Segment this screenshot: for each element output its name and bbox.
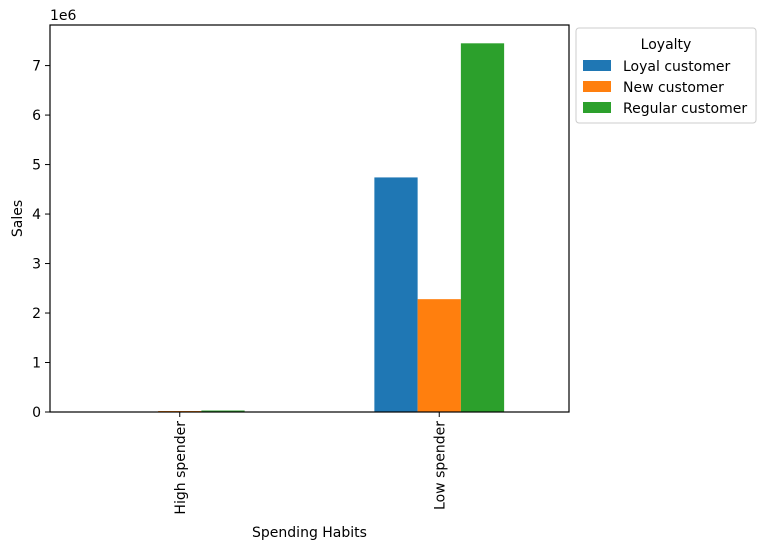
bar-new-customer bbox=[417, 299, 461, 412]
x-tick-label: High spender bbox=[173, 421, 189, 515]
legend-swatch bbox=[583, 81, 611, 92]
legend-label: Loyal customer bbox=[623, 59, 730, 75]
y-tick-label: 3 bbox=[32, 257, 41, 273]
legend-label: Regular customer bbox=[623, 101, 747, 117]
y-axis-label: Sales bbox=[10, 200, 26, 237]
bar-regular-customer bbox=[460, 43, 505, 413]
bar-regular-customer bbox=[201, 410, 245, 412]
y-tick-label: 1 bbox=[32, 356, 41, 372]
legend-items: Loyal customer New customer Regular custom… bbox=[583, 59, 747, 117]
legend-label: New customer bbox=[623, 80, 724, 96]
y-tick-label: 0 bbox=[32, 405, 41, 421]
x-tick-label: Low spender bbox=[432, 421, 448, 510]
y-tick-label: 5 bbox=[32, 158, 41, 174]
plot-frame bbox=[49, 24, 570, 413]
y-axis: 0 1 2 3 4 5 6 7 bbox=[32, 59, 50, 421]
bar-loyal-customer bbox=[374, 177, 418, 412]
legend: Loyalty Loyal customer New customer Regula… bbox=[575, 27, 757, 124]
legend-swatch bbox=[583, 102, 611, 113]
y-scale-label: 1e6 bbox=[50, 8, 77, 24]
legend-box bbox=[575, 27, 757, 124]
y-tick-label: 7 bbox=[32, 59, 41, 75]
x-axis: High spender Low spender bbox=[173, 412, 448, 515]
bar-group bbox=[158, 43, 505, 413]
x-axis-label: Spending Habits bbox=[252, 525, 367, 541]
legend-title: Loyalty bbox=[641, 37, 692, 53]
y-tick-label: 6 bbox=[32, 108, 41, 124]
y-tick-label: 4 bbox=[32, 207, 41, 223]
y-tick-label: 2 bbox=[32, 306, 41, 322]
legend-swatch bbox=[583, 60, 611, 71]
